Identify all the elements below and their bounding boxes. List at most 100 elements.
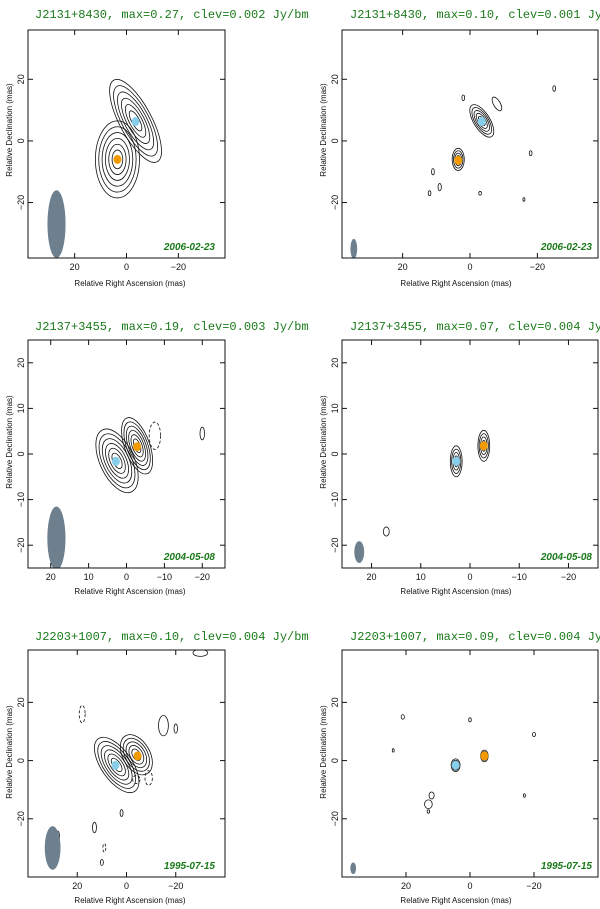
beam-ellipse — [47, 190, 66, 258]
y-tick-label: 0 — [16, 138, 26, 143]
contour-level — [108, 143, 127, 175]
contour-level — [124, 104, 147, 138]
x-tick-label: 0 — [467, 262, 472, 272]
weak-contour — [528, 150, 533, 157]
y-tick-label: 0 — [330, 138, 340, 143]
panel-title: J2203+1007, max=0.10, clev=0.004 Jy/bm — [35, 630, 309, 644]
y-tick-label: −20 — [16, 195, 26, 210]
panel-title: J2137+3455, max=0.19, clev=0.003 Jy/bm — [35, 320, 309, 334]
contour-level — [113, 85, 158, 157]
x-tick-label: 20 — [72, 881, 82, 891]
component-marker — [133, 442, 142, 452]
panel-4: J2203+1007, max=0.10, clev=0.004 Jy/bm 1… — [5, 630, 309, 905]
beam-ellipse — [350, 862, 357, 875]
panel-2: J2137+3455, max=0.19, clev=0.003 Jy/bm 2… — [5, 320, 309, 596]
contour-level — [449, 445, 463, 478]
y-tick-label: 20 — [16, 74, 26, 84]
weak-contour — [199, 426, 205, 441]
contour-level — [119, 734, 153, 776]
contour-level — [98, 126, 137, 193]
panel-title: J2137+3455, max=0.07, clev=0.004 Jy/bm — [350, 320, 600, 334]
panel-5: J2203+1007, max=0.09, clev=0.004 Jy/bm 1… — [319, 630, 600, 905]
plot-area — [44, 650, 209, 870]
contour-level — [108, 447, 126, 474]
contour-level — [471, 107, 493, 135]
weak-contour — [428, 791, 435, 800]
x-tick-label: −20 — [195, 572, 210, 582]
plot-area — [47, 417, 205, 568]
weak-contour — [192, 650, 209, 657]
panel-date: 2004-05-08 — [540, 552, 593, 563]
panel-date: 1995-07-15 — [164, 861, 216, 872]
component-marker — [113, 154, 122, 164]
contour-level — [121, 417, 154, 475]
x-tick-label: −10 — [157, 572, 172, 582]
contour-level — [105, 443, 129, 479]
y-tick-label: −20 — [16, 538, 26, 553]
x-tick-label: 0 — [124, 881, 129, 891]
contour-level — [121, 97, 151, 144]
x-axis-label: Relative Right Ascension (mas) — [74, 587, 185, 596]
weak-contour — [532, 731, 537, 737]
plot-area — [47, 78, 162, 258]
beam-ellipse — [47, 506, 66, 568]
negative-contour — [78, 704, 86, 724]
weak-contour — [478, 191, 482, 196]
panel-3: J2137+3455, max=0.07, clev=0.004 Jy/bm 2… — [319, 320, 600, 596]
x-tick-label: 0 — [467, 881, 472, 891]
y-tick-label: 0 — [330, 758, 340, 763]
contour-level — [453, 150, 464, 169]
weak-contour — [431, 168, 435, 176]
weak-contour — [427, 190, 432, 197]
y-tick-label: −20 — [330, 811, 340, 826]
contour-level — [111, 149, 124, 170]
component-marker — [131, 117, 140, 127]
y-tick-label: 20 — [330, 358, 340, 368]
contour-level — [107, 753, 126, 777]
contour-level — [122, 737, 150, 772]
weak-contour — [552, 85, 556, 92]
negative-contour — [132, 775, 141, 784]
component-marker — [111, 456, 120, 466]
y-tick-label: 10 — [330, 403, 340, 413]
component-marker — [451, 760, 460, 770]
weak-contour — [391, 748, 395, 753]
x-tick-label: −20 — [171, 262, 186, 272]
weak-contour — [426, 809, 431, 814]
weak-contour — [522, 197, 526, 202]
panel-date: 2006-02-23 — [540, 242, 593, 253]
y-tick-label: 10 — [16, 403, 26, 413]
contour-level — [491, 96, 503, 112]
x-axis-label: Relative Right Ascension (mas) — [74, 279, 185, 288]
y-tick-label: −20 — [330, 538, 340, 553]
y-tick-label: −10 — [330, 492, 340, 507]
y-axis-label: Relative Declination (mas) — [5, 395, 14, 489]
contour-level — [477, 429, 491, 462]
y-tick-label: −20 — [16, 811, 26, 826]
y-tick-label: 20 — [16, 358, 26, 368]
y-axis-label: Relative Declination (mas) — [319, 395, 328, 489]
panel-date: 2006-02-23 — [163, 242, 216, 253]
x-tick-label: −20 — [530, 262, 545, 272]
panel-0: J2131+8430, max=0.27, clev=0.002 Jy/bm 2… — [5, 8, 309, 288]
contour-level — [451, 448, 462, 474]
negative-contour — [102, 843, 107, 853]
y-tick-label: 0 — [330, 451, 340, 456]
component-marker — [479, 441, 488, 451]
weak-contour — [424, 799, 433, 810]
panel-date: 2004-05-08 — [163, 552, 216, 563]
contour-level — [123, 421, 151, 471]
weak-contour — [523, 793, 526, 798]
contour-level — [473, 110, 490, 132]
component-marker — [480, 751, 489, 761]
contour-level — [109, 78, 162, 163]
contour-level — [130, 434, 144, 458]
y-axis-label: Relative Declination (mas) — [319, 83, 328, 177]
y-tick-label: 20 — [330, 697, 340, 707]
beam-ellipse — [350, 238, 358, 258]
component-marker — [111, 760, 120, 770]
x-tick-label: −20 — [561, 572, 576, 582]
x-axis-label: Relative Right Ascension (mas) — [400, 587, 511, 596]
beam-ellipse — [354, 541, 365, 563]
